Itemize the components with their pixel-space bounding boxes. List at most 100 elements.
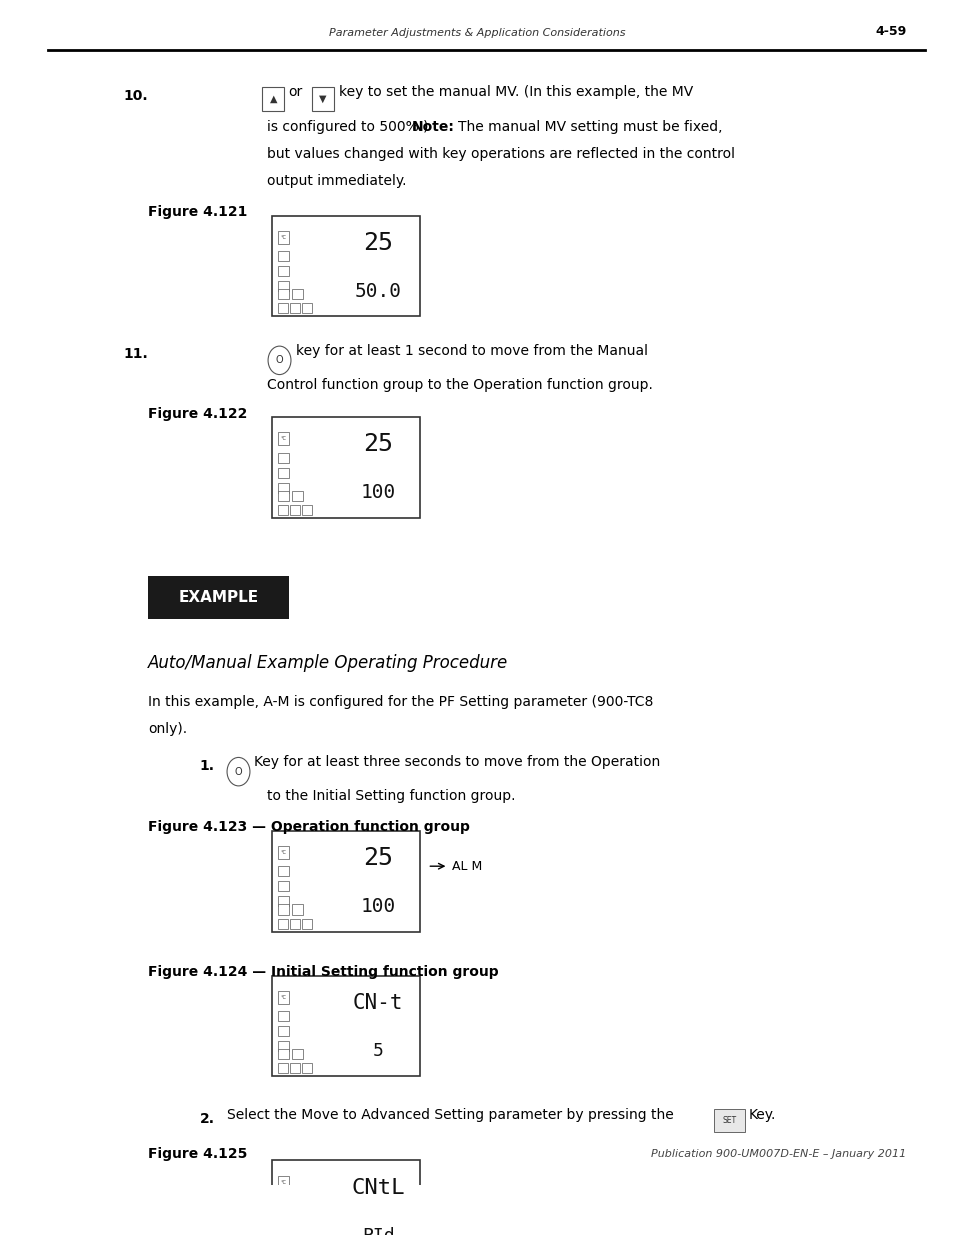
Text: Note:: Note: <box>412 120 455 133</box>
Bar <box>277 990 289 1004</box>
Text: 25: 25 <box>363 432 393 457</box>
Text: °C: °C <box>280 994 286 999</box>
Bar <box>292 904 303 915</box>
Text: Figure 4.122: Figure 4.122 <box>148 406 247 421</box>
Text: but values changed with key operations are reflected in the control: but values changed with key operations a… <box>267 147 735 161</box>
Text: ▼: ▼ <box>319 94 326 104</box>
Bar <box>290 919 299 929</box>
Circle shape <box>227 757 250 785</box>
Bar <box>262 86 284 111</box>
Bar <box>277 897 289 906</box>
Bar <box>277 266 289 277</box>
Bar <box>272 976 419 1076</box>
Bar <box>277 1026 289 1036</box>
Bar <box>277 1049 289 1060</box>
Bar <box>277 251 289 261</box>
Bar <box>302 505 312 515</box>
Bar <box>277 919 287 929</box>
Bar <box>713 1109 744 1132</box>
Text: output immediately.: output immediately. <box>267 174 406 188</box>
Bar <box>292 490 303 501</box>
Bar <box>290 304 299 314</box>
Bar <box>312 86 334 111</box>
Text: 10.: 10. <box>123 89 148 103</box>
Text: key to set the manual MV. (In this example, the MV: key to set the manual MV. (In this examp… <box>338 85 692 100</box>
Text: O: O <box>275 356 283 366</box>
Text: Key for at least three seconds to move from the Operation: Key for at least three seconds to move f… <box>253 755 659 769</box>
Bar <box>277 1041 289 1051</box>
Bar <box>302 1063 312 1073</box>
Text: Figure 4.121: Figure 4.121 <box>148 205 247 219</box>
Bar <box>277 304 287 314</box>
Text: key for at least 1 second to move from the Manual: key for at least 1 second to move from t… <box>295 343 647 358</box>
Bar <box>277 432 289 446</box>
Text: AL M: AL M <box>452 860 482 873</box>
Text: to the Initial Setting function group.: to the Initial Setting function group. <box>267 789 515 804</box>
Text: 50.0: 50.0 <box>355 282 401 301</box>
Text: SET: SET <box>721 1116 736 1125</box>
Bar <box>277 505 287 515</box>
Text: Key.: Key. <box>748 1108 776 1123</box>
Text: Select the Move to Advanced Setting parameter by pressing the: Select the Move to Advanced Setting para… <box>227 1108 673 1123</box>
Text: °C: °C <box>280 1179 286 1184</box>
Bar <box>277 1210 289 1221</box>
Bar <box>277 1195 289 1205</box>
Text: Publication 900-UM007D-EN-E – January 2011: Publication 900-UM007D-EN-E – January 20… <box>650 1150 905 1160</box>
Circle shape <box>268 346 291 374</box>
Text: 2.: 2. <box>199 1112 214 1126</box>
Bar <box>272 1161 419 1235</box>
Text: only).: only). <box>148 722 187 736</box>
Bar <box>290 1063 299 1073</box>
Bar <box>277 483 289 493</box>
Text: 100: 100 <box>360 897 395 916</box>
Bar <box>277 1176 289 1188</box>
Bar <box>302 919 312 929</box>
Text: is configured to 500%.): is configured to 500%.) <box>267 120 428 133</box>
Bar <box>277 866 289 877</box>
Bar <box>302 304 312 314</box>
Bar <box>277 231 289 245</box>
Text: CN-t: CN-t <box>353 993 403 1013</box>
Text: CNtL: CNtL <box>352 1178 405 1198</box>
Bar <box>277 1063 287 1073</box>
Bar <box>277 289 289 299</box>
Text: Auto/Manual Example Operating Procedure: Auto/Manual Example Operating Procedure <box>148 655 508 672</box>
Bar <box>277 904 289 915</box>
Text: °C: °C <box>280 850 286 855</box>
Text: or: or <box>288 85 302 100</box>
Bar <box>272 831 419 931</box>
Bar <box>272 417 419 517</box>
Text: 11.: 11. <box>123 347 148 362</box>
Text: °C: °C <box>280 436 286 441</box>
Bar <box>272 216 419 316</box>
Bar <box>277 882 289 892</box>
Text: ▲: ▲ <box>270 94 276 104</box>
Text: 1.: 1. <box>199 758 214 773</box>
Bar <box>277 846 289 860</box>
Text: 25: 25 <box>363 846 393 871</box>
Text: Figure 4.123 — Operation function group: Figure 4.123 — Operation function group <box>148 820 469 835</box>
Bar <box>277 1226 289 1235</box>
Text: In this example, A-M is configured for the PF Setting parameter (900-TC8: In this example, A-M is configured for t… <box>148 694 653 709</box>
Bar <box>148 576 289 619</box>
Bar <box>290 505 299 515</box>
Bar <box>292 289 303 299</box>
Text: PId: PId <box>362 1228 395 1235</box>
Text: The manual MV setting must be fixed,: The manual MV setting must be fixed, <box>457 120 721 133</box>
Text: 25: 25 <box>363 231 393 254</box>
Text: 100: 100 <box>360 483 395 503</box>
Text: Control function group to the Operation function group.: Control function group to the Operation … <box>267 378 652 393</box>
Text: 4-59: 4-59 <box>874 25 905 38</box>
Bar <box>292 1049 303 1060</box>
Text: Figure 4.124 — Initial Setting function group: Figure 4.124 — Initial Setting function … <box>148 965 498 979</box>
Bar <box>277 452 289 463</box>
Text: Figure 4.125: Figure 4.125 <box>148 1147 247 1161</box>
Text: Parameter Adjustments & Application Considerations: Parameter Adjustments & Application Cons… <box>329 28 624 38</box>
Bar <box>277 282 289 291</box>
Text: EXAMPLE: EXAMPLE <box>178 590 258 605</box>
Bar <box>277 468 289 478</box>
Bar <box>277 490 289 501</box>
Text: O: O <box>234 767 242 777</box>
Text: °C: °C <box>280 235 286 240</box>
Bar <box>277 1010 289 1021</box>
